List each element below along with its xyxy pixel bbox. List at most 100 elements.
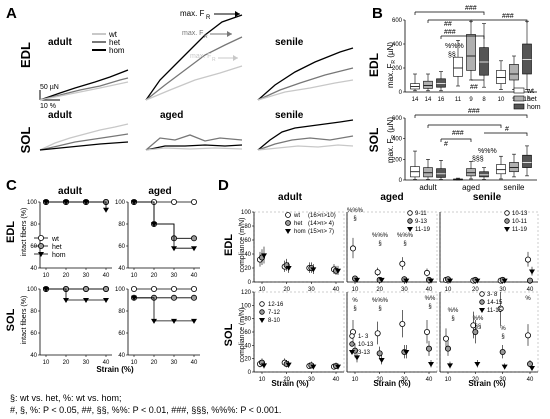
d-row-sol: SOL xyxy=(223,323,235,346)
d-n-label: 12-16 xyxy=(268,302,284,308)
b-sig-top: ### ## ### ### %%% §§ ## xyxy=(414,5,528,91)
b-sig-label: # xyxy=(444,141,448,148)
maxf-hom-label: max. F xyxy=(180,9,205,18)
x-tick-label: 20 xyxy=(376,287,383,293)
box-senile-wt xyxy=(496,164,506,175)
box-adult-hom xyxy=(436,168,446,178)
d-sig-label: % xyxy=(500,326,506,332)
x-tick-label: 40 xyxy=(527,377,534,383)
x-tick-label: 40 xyxy=(527,287,534,293)
legend-c: wt het hom xyxy=(34,234,66,259)
trace-edl-aged xyxy=(145,14,243,101)
marker-het xyxy=(425,345,432,352)
y-tick-label: 100 xyxy=(27,287,38,293)
x-tick-label: 20 xyxy=(283,287,290,293)
d-aged-sol-n: 1- 3 10-13 3-13 xyxy=(349,333,374,356)
d-sig-label: § xyxy=(378,241,381,247)
y-tick-label: 60 xyxy=(118,331,125,337)
d-n-label: 11-19 xyxy=(512,227,528,233)
b-sig-label: §§ xyxy=(448,52,456,59)
trace-edl-senile xyxy=(257,47,354,101)
b-sig-bottom: ### ### # # §§§ %%% xyxy=(414,108,528,163)
x-tick-label: 30 xyxy=(308,377,315,383)
c-col-adult: adult xyxy=(58,186,83,197)
y-tick-label: 80 xyxy=(244,224,251,230)
d-plots: 0 20 40 60 80 100 10 20 30 40 10 20 30 40 10 20 30 40 0 20 4… xyxy=(241,210,539,383)
d-sig-label: % xyxy=(525,296,531,302)
legend-d-hom-n: (15>n> 7) xyxy=(308,229,334,235)
footnote-line-2: #, §, %: P < 0.05, ##, §§, %%: P < 0.01,… xyxy=(10,405,282,415)
marker-hom xyxy=(378,277,385,283)
y-tick-label: 60 xyxy=(244,238,251,244)
x-tick-label: 40 xyxy=(103,360,110,366)
scale-x-label: 10 % xyxy=(40,103,56,110)
x-tick-label: 10 xyxy=(445,287,452,293)
marker-het xyxy=(444,345,451,352)
marker-wt xyxy=(423,269,430,276)
marker-wt xyxy=(399,260,406,267)
marker-hom xyxy=(43,287,49,292)
marker-hom xyxy=(428,362,434,367)
y-tick-label: 600 xyxy=(392,18,403,24)
legend-d-top: wt (16>n>10) het (14>n> 4) hom (15>n> 7) xyxy=(285,212,336,235)
b-sig-label: %%% xyxy=(445,43,464,50)
d-n-label: 9-13 xyxy=(415,219,428,225)
x-tick-label: 30 xyxy=(171,360,178,366)
b-n-label: 8 xyxy=(482,97,486,103)
d-n-label: 14-15 xyxy=(487,300,503,306)
y-tick-label: 400 xyxy=(392,137,403,143)
c-col-aged: aged xyxy=(148,186,171,197)
y-tick-label: 20 xyxy=(244,357,251,363)
d-sig-label: § xyxy=(403,241,406,247)
panel-letter-b: B xyxy=(372,5,383,22)
marker-hom xyxy=(474,278,481,284)
b-n-label: 10 xyxy=(498,97,505,103)
marker-het xyxy=(83,285,90,292)
row-label-edl: EDL xyxy=(18,42,33,68)
marker-wt xyxy=(150,285,157,292)
b-axis-bottom: 0 200 400 600 xyxy=(392,116,537,184)
x-tick-label: 40 xyxy=(191,273,198,279)
y-tick-label: 80 xyxy=(30,222,37,228)
d-sig-label: § xyxy=(451,316,454,322)
x-tick-label: 40 xyxy=(426,287,433,293)
c-row-edl: EDL xyxy=(5,221,17,243)
y-tick-label: 60 xyxy=(30,244,37,250)
b-sig-label: ### xyxy=(465,5,477,12)
panel-b: B EDL SOL max. FR (µN) max. FR (µN) 0 200… xyxy=(367,5,541,192)
c-ylabel-top: intact fibers (%) xyxy=(21,208,28,257)
col-label-senile-bottom: senile xyxy=(275,110,304,121)
b-n-label: 14 xyxy=(425,97,432,103)
x-tick-label: 40 xyxy=(191,360,198,366)
marker-wt xyxy=(525,332,532,339)
x-tick-label: 30 xyxy=(401,377,408,383)
row-label-b-edl: EDL xyxy=(367,53,381,77)
line-het xyxy=(134,201,194,239)
panel-letter-a: A xyxy=(6,5,17,22)
y-tick-label: 20 xyxy=(244,266,251,272)
marker-hom xyxy=(378,358,385,363)
x-tick-label: 30 xyxy=(308,287,315,293)
x-tick-label: 20 xyxy=(376,377,383,383)
c-xlabel: Strain (%) xyxy=(96,365,134,374)
marker-hom xyxy=(191,246,197,252)
box-aged-wt xyxy=(453,56,463,77)
b-group-adult: adult xyxy=(419,183,437,192)
box-aged-het xyxy=(466,34,476,71)
d-sig-label: § xyxy=(428,304,431,310)
row-label-b-sol: SOL xyxy=(367,128,381,153)
line-hom xyxy=(46,201,107,210)
scale-bar: 50 µN 10 % xyxy=(39,84,60,110)
d-sig-label: %%% xyxy=(372,233,389,239)
y-tick-label: 200 xyxy=(392,66,403,72)
d-sig-senile-sol: %% § %% §§ % § % xyxy=(448,296,532,340)
y-tick-label: 0 xyxy=(248,370,252,376)
d-n-label: 10-13 xyxy=(358,342,374,348)
d-senile-edl-n: 10-13 10-11 11-19 xyxy=(504,210,528,233)
x-tick-label: 10 xyxy=(43,360,50,366)
marker-hom xyxy=(529,366,535,371)
y-tick-label: 40 xyxy=(30,353,37,359)
d-ylabel-bottom: compliance (m/N) xyxy=(239,308,246,363)
b-boxes-bottom xyxy=(410,145,532,181)
y-tick-label: 100 xyxy=(27,200,38,206)
